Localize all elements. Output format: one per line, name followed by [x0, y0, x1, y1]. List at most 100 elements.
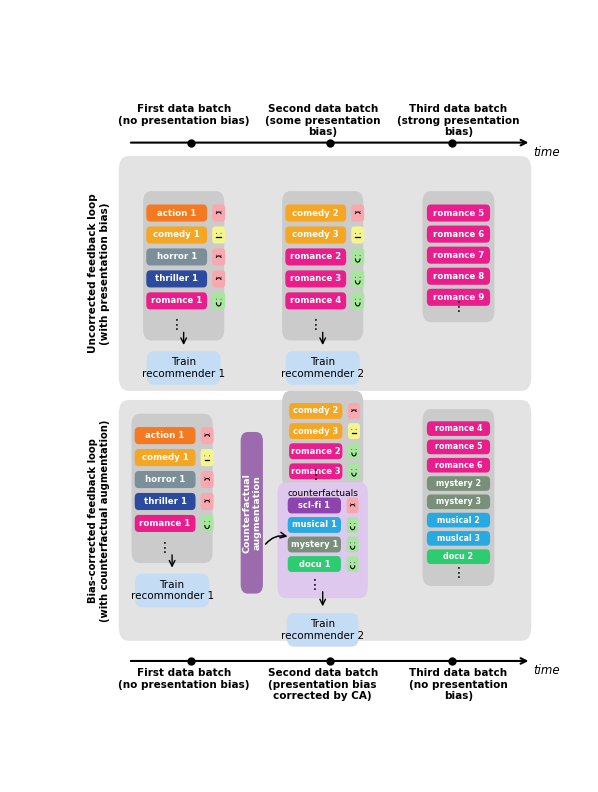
FancyBboxPatch shape — [351, 204, 364, 222]
FancyBboxPatch shape — [212, 270, 225, 287]
Text: ⋮: ⋮ — [451, 300, 465, 314]
Text: romance 2: romance 2 — [290, 253, 341, 261]
Text: ⋮: ⋮ — [170, 318, 184, 333]
FancyBboxPatch shape — [135, 515, 196, 532]
FancyBboxPatch shape — [427, 268, 490, 285]
Text: mystery 1: mystery 1 — [291, 540, 338, 549]
Ellipse shape — [350, 562, 351, 563]
FancyBboxPatch shape — [282, 390, 363, 489]
Text: musIcal 3: musIcal 3 — [437, 534, 480, 543]
FancyBboxPatch shape — [351, 227, 364, 243]
FancyBboxPatch shape — [289, 463, 343, 479]
Ellipse shape — [209, 455, 210, 456]
Text: Third data batch
(strong presentation
bias): Third data batch (strong presentation bi… — [397, 105, 520, 137]
FancyBboxPatch shape — [285, 270, 346, 287]
FancyBboxPatch shape — [285, 249, 346, 265]
FancyBboxPatch shape — [351, 292, 364, 310]
FancyBboxPatch shape — [286, 351, 360, 385]
Text: mystery 2: mystery 2 — [436, 479, 481, 488]
FancyBboxPatch shape — [132, 413, 213, 563]
Text: romance 5: romance 5 — [435, 443, 482, 451]
FancyBboxPatch shape — [427, 550, 490, 564]
FancyBboxPatch shape — [347, 556, 359, 572]
FancyBboxPatch shape — [201, 493, 213, 510]
FancyBboxPatch shape — [288, 497, 341, 513]
FancyBboxPatch shape — [147, 292, 207, 310]
Text: Train
recommonder 1: Train recommonder 1 — [130, 580, 213, 601]
Text: Counterfactual
augmentation: Counterfactual augmentation — [242, 473, 261, 553]
FancyBboxPatch shape — [427, 494, 490, 509]
Text: comedy 2: comedy 2 — [293, 406, 338, 416]
Text: musical 2: musical 2 — [437, 516, 480, 524]
Text: romance 2: romance 2 — [291, 447, 341, 455]
Text: comedy 1: comedy 1 — [142, 453, 188, 462]
FancyBboxPatch shape — [348, 463, 360, 479]
FancyBboxPatch shape — [427, 531, 490, 546]
Text: romance 3: romance 3 — [291, 466, 340, 476]
Text: ⋮: ⋮ — [307, 577, 321, 592]
FancyBboxPatch shape — [143, 191, 224, 341]
FancyBboxPatch shape — [201, 449, 213, 466]
FancyBboxPatch shape — [427, 289, 490, 306]
FancyBboxPatch shape — [347, 536, 359, 553]
Text: Bias-corrected feedback loop
(with counterfactual augmentation): Bias-corrected feedback loop (with count… — [88, 419, 109, 622]
Text: comedy 1: comedy 1 — [153, 230, 200, 239]
Text: comedy 3: comedy 3 — [293, 427, 338, 436]
Text: docu 2: docu 2 — [444, 552, 474, 562]
FancyBboxPatch shape — [427, 458, 490, 473]
FancyBboxPatch shape — [423, 191, 495, 322]
FancyBboxPatch shape — [212, 249, 225, 265]
FancyBboxPatch shape — [147, 227, 207, 243]
Ellipse shape — [359, 255, 361, 256]
FancyBboxPatch shape — [285, 292, 346, 310]
Text: ⋮: ⋮ — [309, 318, 323, 333]
FancyBboxPatch shape — [201, 427, 213, 444]
Text: mystery 3: mystery 3 — [436, 497, 481, 506]
FancyBboxPatch shape — [282, 191, 363, 341]
Ellipse shape — [216, 255, 217, 256]
FancyBboxPatch shape — [135, 471, 196, 488]
Text: romance 7: romance 7 — [433, 251, 484, 260]
FancyBboxPatch shape — [289, 444, 343, 459]
FancyBboxPatch shape — [347, 497, 359, 513]
Ellipse shape — [350, 504, 351, 505]
FancyBboxPatch shape — [147, 351, 221, 385]
FancyBboxPatch shape — [285, 227, 346, 243]
FancyBboxPatch shape — [427, 440, 490, 455]
Text: thriller 1: thriller 1 — [144, 497, 187, 506]
FancyBboxPatch shape — [135, 493, 196, 510]
Text: action 1: action 1 — [145, 431, 185, 440]
Text: romance 6: romance 6 — [433, 230, 484, 238]
FancyBboxPatch shape — [201, 515, 213, 532]
Text: ⋮: ⋮ — [451, 565, 465, 580]
FancyBboxPatch shape — [427, 246, 490, 264]
FancyBboxPatch shape — [147, 249, 207, 265]
FancyBboxPatch shape — [427, 204, 490, 222]
Ellipse shape — [209, 499, 210, 501]
Text: counterfactuals: counterfactuals — [287, 489, 358, 497]
FancyBboxPatch shape — [287, 613, 359, 646]
FancyBboxPatch shape — [427, 226, 490, 242]
Ellipse shape — [355, 233, 356, 234]
FancyBboxPatch shape — [288, 536, 341, 553]
FancyBboxPatch shape — [348, 403, 360, 419]
Text: romance 4: romance 4 — [290, 296, 341, 306]
Text: ⋮: ⋮ — [309, 468, 323, 482]
Text: romance 9: romance 9 — [433, 293, 484, 302]
Ellipse shape — [355, 255, 356, 256]
Ellipse shape — [359, 276, 361, 278]
FancyBboxPatch shape — [347, 517, 359, 533]
Text: docu 1: docu 1 — [298, 559, 330, 569]
FancyBboxPatch shape — [289, 423, 343, 439]
Text: musical 1: musical 1 — [292, 520, 337, 530]
FancyBboxPatch shape — [212, 292, 225, 310]
FancyBboxPatch shape — [348, 444, 360, 459]
Ellipse shape — [350, 523, 351, 524]
Text: Uncorrected feedback loop
(with presentation bias): Uncorrected feedback loop (with presenta… — [88, 193, 109, 353]
FancyBboxPatch shape — [288, 556, 341, 572]
Text: romance 6: romance 6 — [435, 461, 482, 470]
FancyBboxPatch shape — [135, 427, 196, 444]
Text: Train
recommender 2: Train recommender 2 — [281, 619, 364, 641]
FancyBboxPatch shape — [285, 204, 346, 222]
FancyBboxPatch shape — [119, 400, 531, 641]
